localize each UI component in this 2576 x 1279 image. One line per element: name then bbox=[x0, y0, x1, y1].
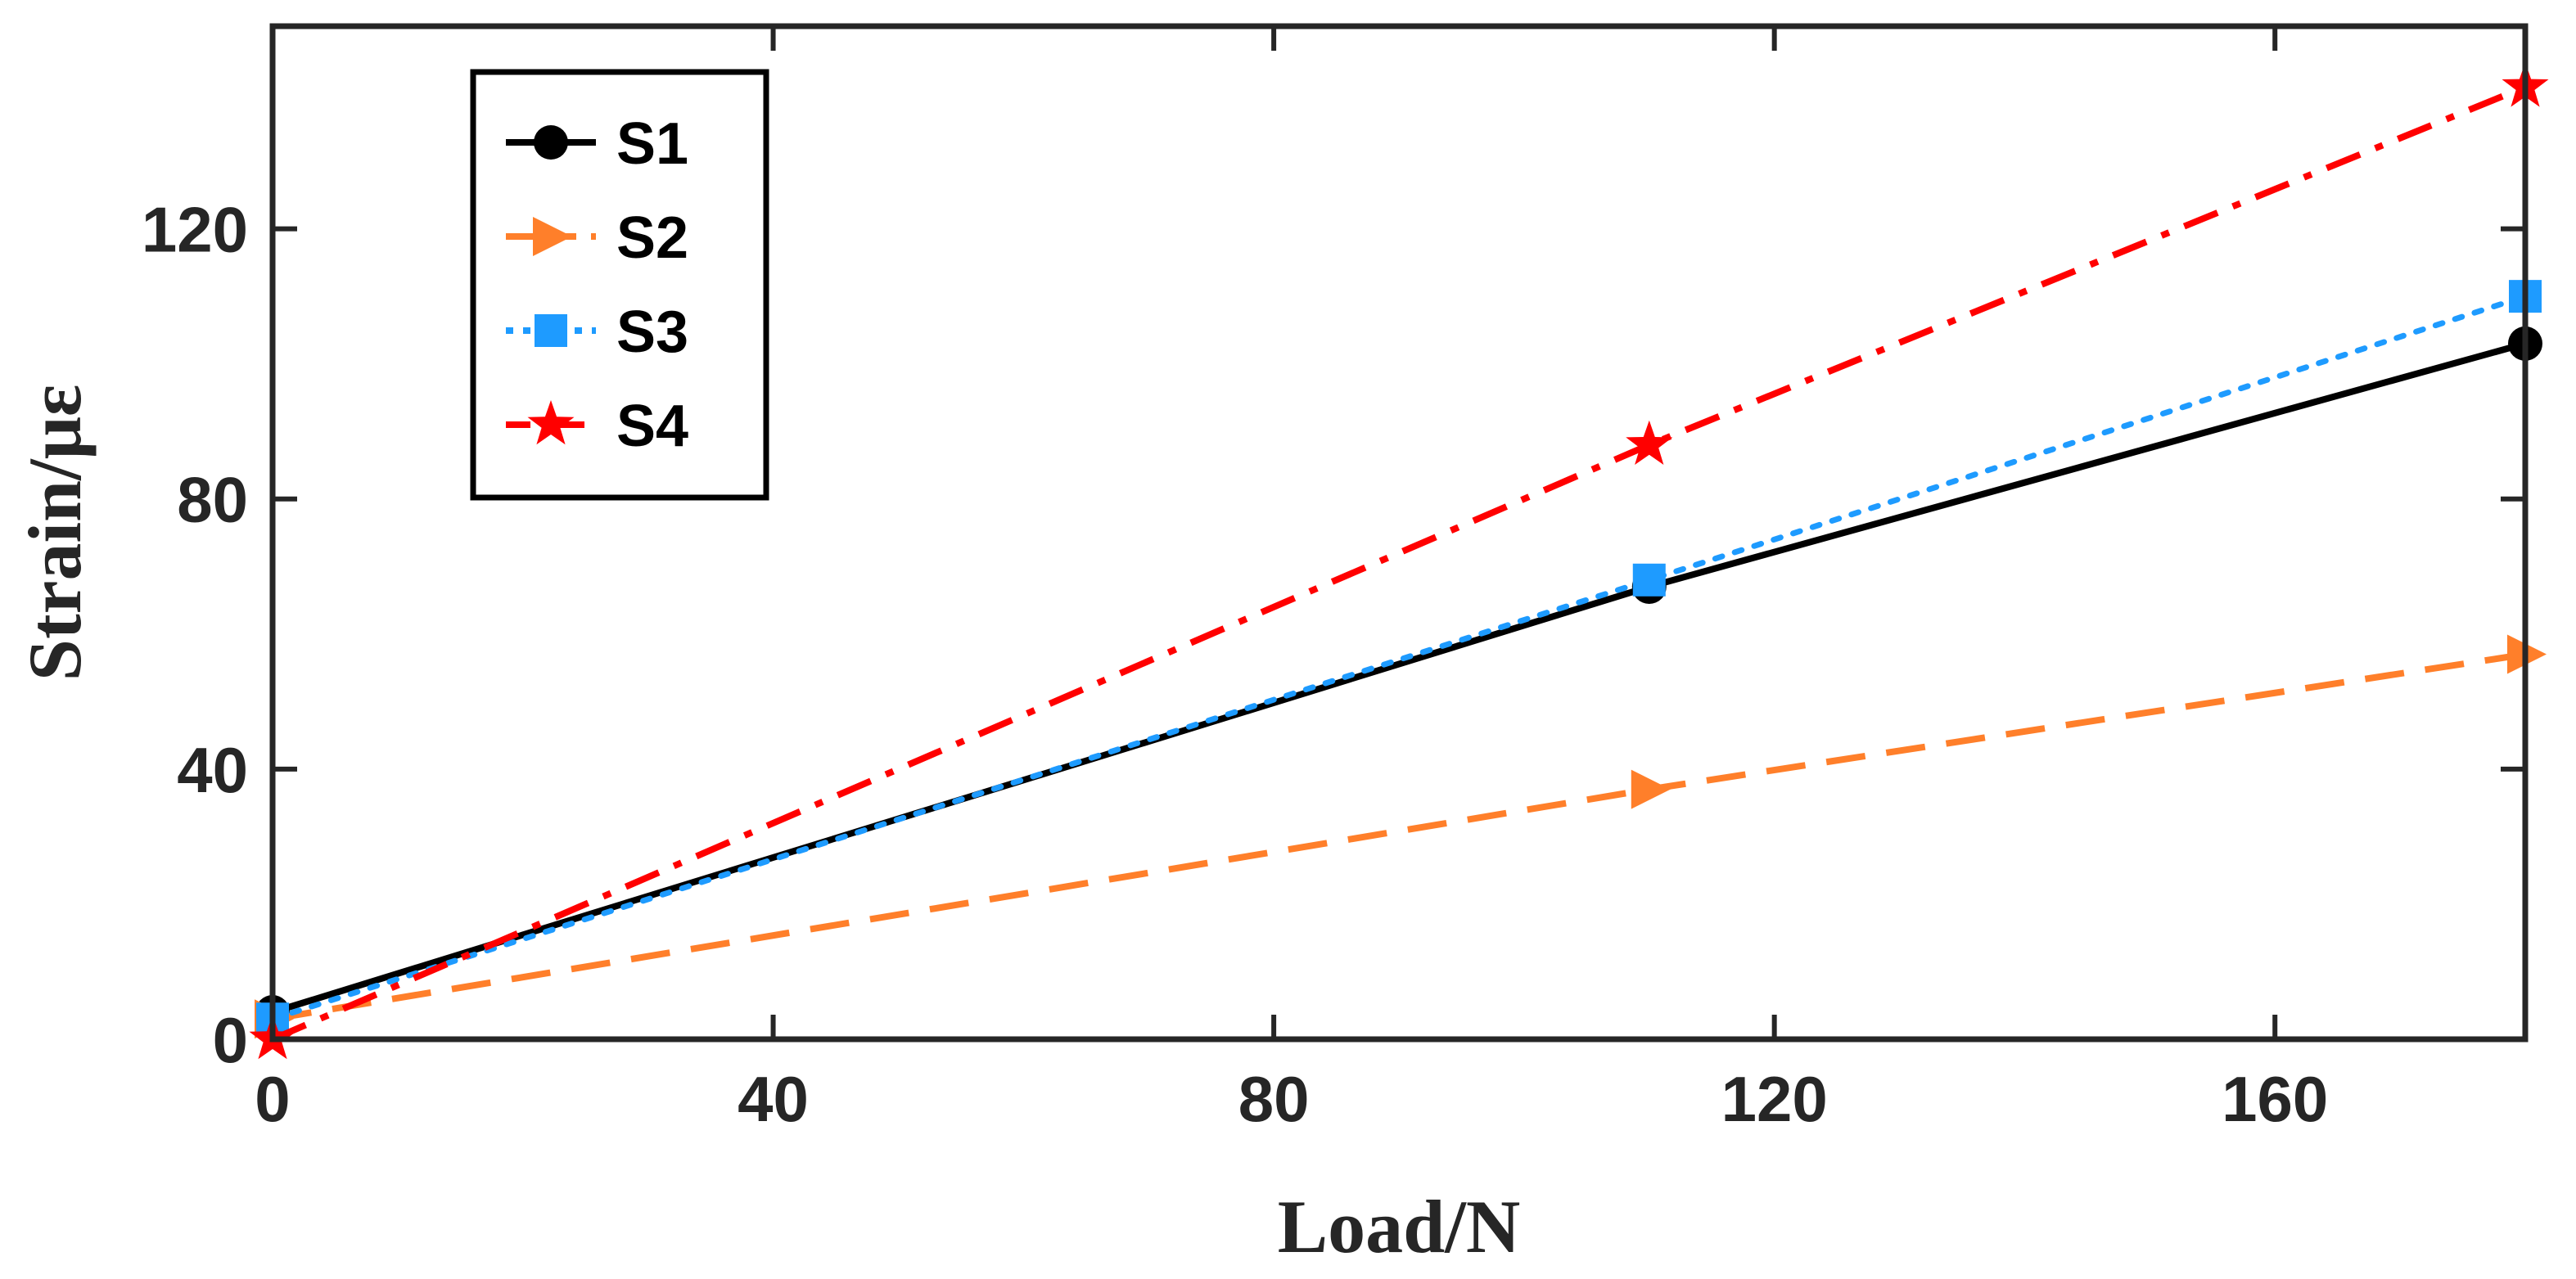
series-s2 bbox=[255, 634, 2547, 1039]
y-tick-label: 40 bbox=[177, 734, 248, 806]
y-axis-title: Strain/με bbox=[13, 385, 97, 681]
legend-label-s3: S3 bbox=[616, 299, 688, 365]
legend-marker-s2 bbox=[533, 217, 572, 256]
x-tick-label: 40 bbox=[738, 1063, 809, 1135]
legend-label-s4: S4 bbox=[616, 394, 688, 459]
y-tick-label: 80 bbox=[177, 464, 248, 536]
series-line-s2 bbox=[272, 651, 2526, 1023]
data-point-s3 bbox=[1632, 563, 1666, 597]
legend-label-s2: S2 bbox=[616, 205, 688, 271]
legend-marker-s1 bbox=[534, 125, 568, 160]
legend-item-s3: S3 bbox=[506, 299, 688, 365]
legend-marker-s3 bbox=[535, 314, 567, 347]
x-tick-label: 120 bbox=[1721, 1063, 1828, 1135]
x-axis-title: Load/N bbox=[1278, 1185, 1521, 1268]
series-line-s4 bbox=[271, 83, 2527, 1043]
legend-item-s1: S1 bbox=[506, 111, 688, 177]
legend-marker-s4 bbox=[527, 400, 575, 445]
x-tick-label: 80 bbox=[1238, 1063, 1310, 1135]
x-tick-label: 0 bbox=[255, 1063, 290, 1135]
data-point-s2 bbox=[1631, 769, 1671, 809]
legend-item-s2: S2 bbox=[506, 205, 688, 271]
legend-label-s1: S1 bbox=[616, 111, 688, 177]
axes-box bbox=[269, 23, 2529, 1043]
x-tick-label: 160 bbox=[2222, 1063, 2328, 1135]
data-point-s4 bbox=[1626, 420, 1673, 465]
y-tick-label: 120 bbox=[142, 194, 248, 266]
legend: S1 S2 S3 S4 bbox=[470, 69, 769, 501]
legend-item-s4: S4 bbox=[506, 394, 688, 459]
y-tick-label: 0 bbox=[213, 1004, 248, 1076]
axis-ticks: 0 40 80 120 160 0 40 80 120 bbox=[142, 26, 2525, 1135]
